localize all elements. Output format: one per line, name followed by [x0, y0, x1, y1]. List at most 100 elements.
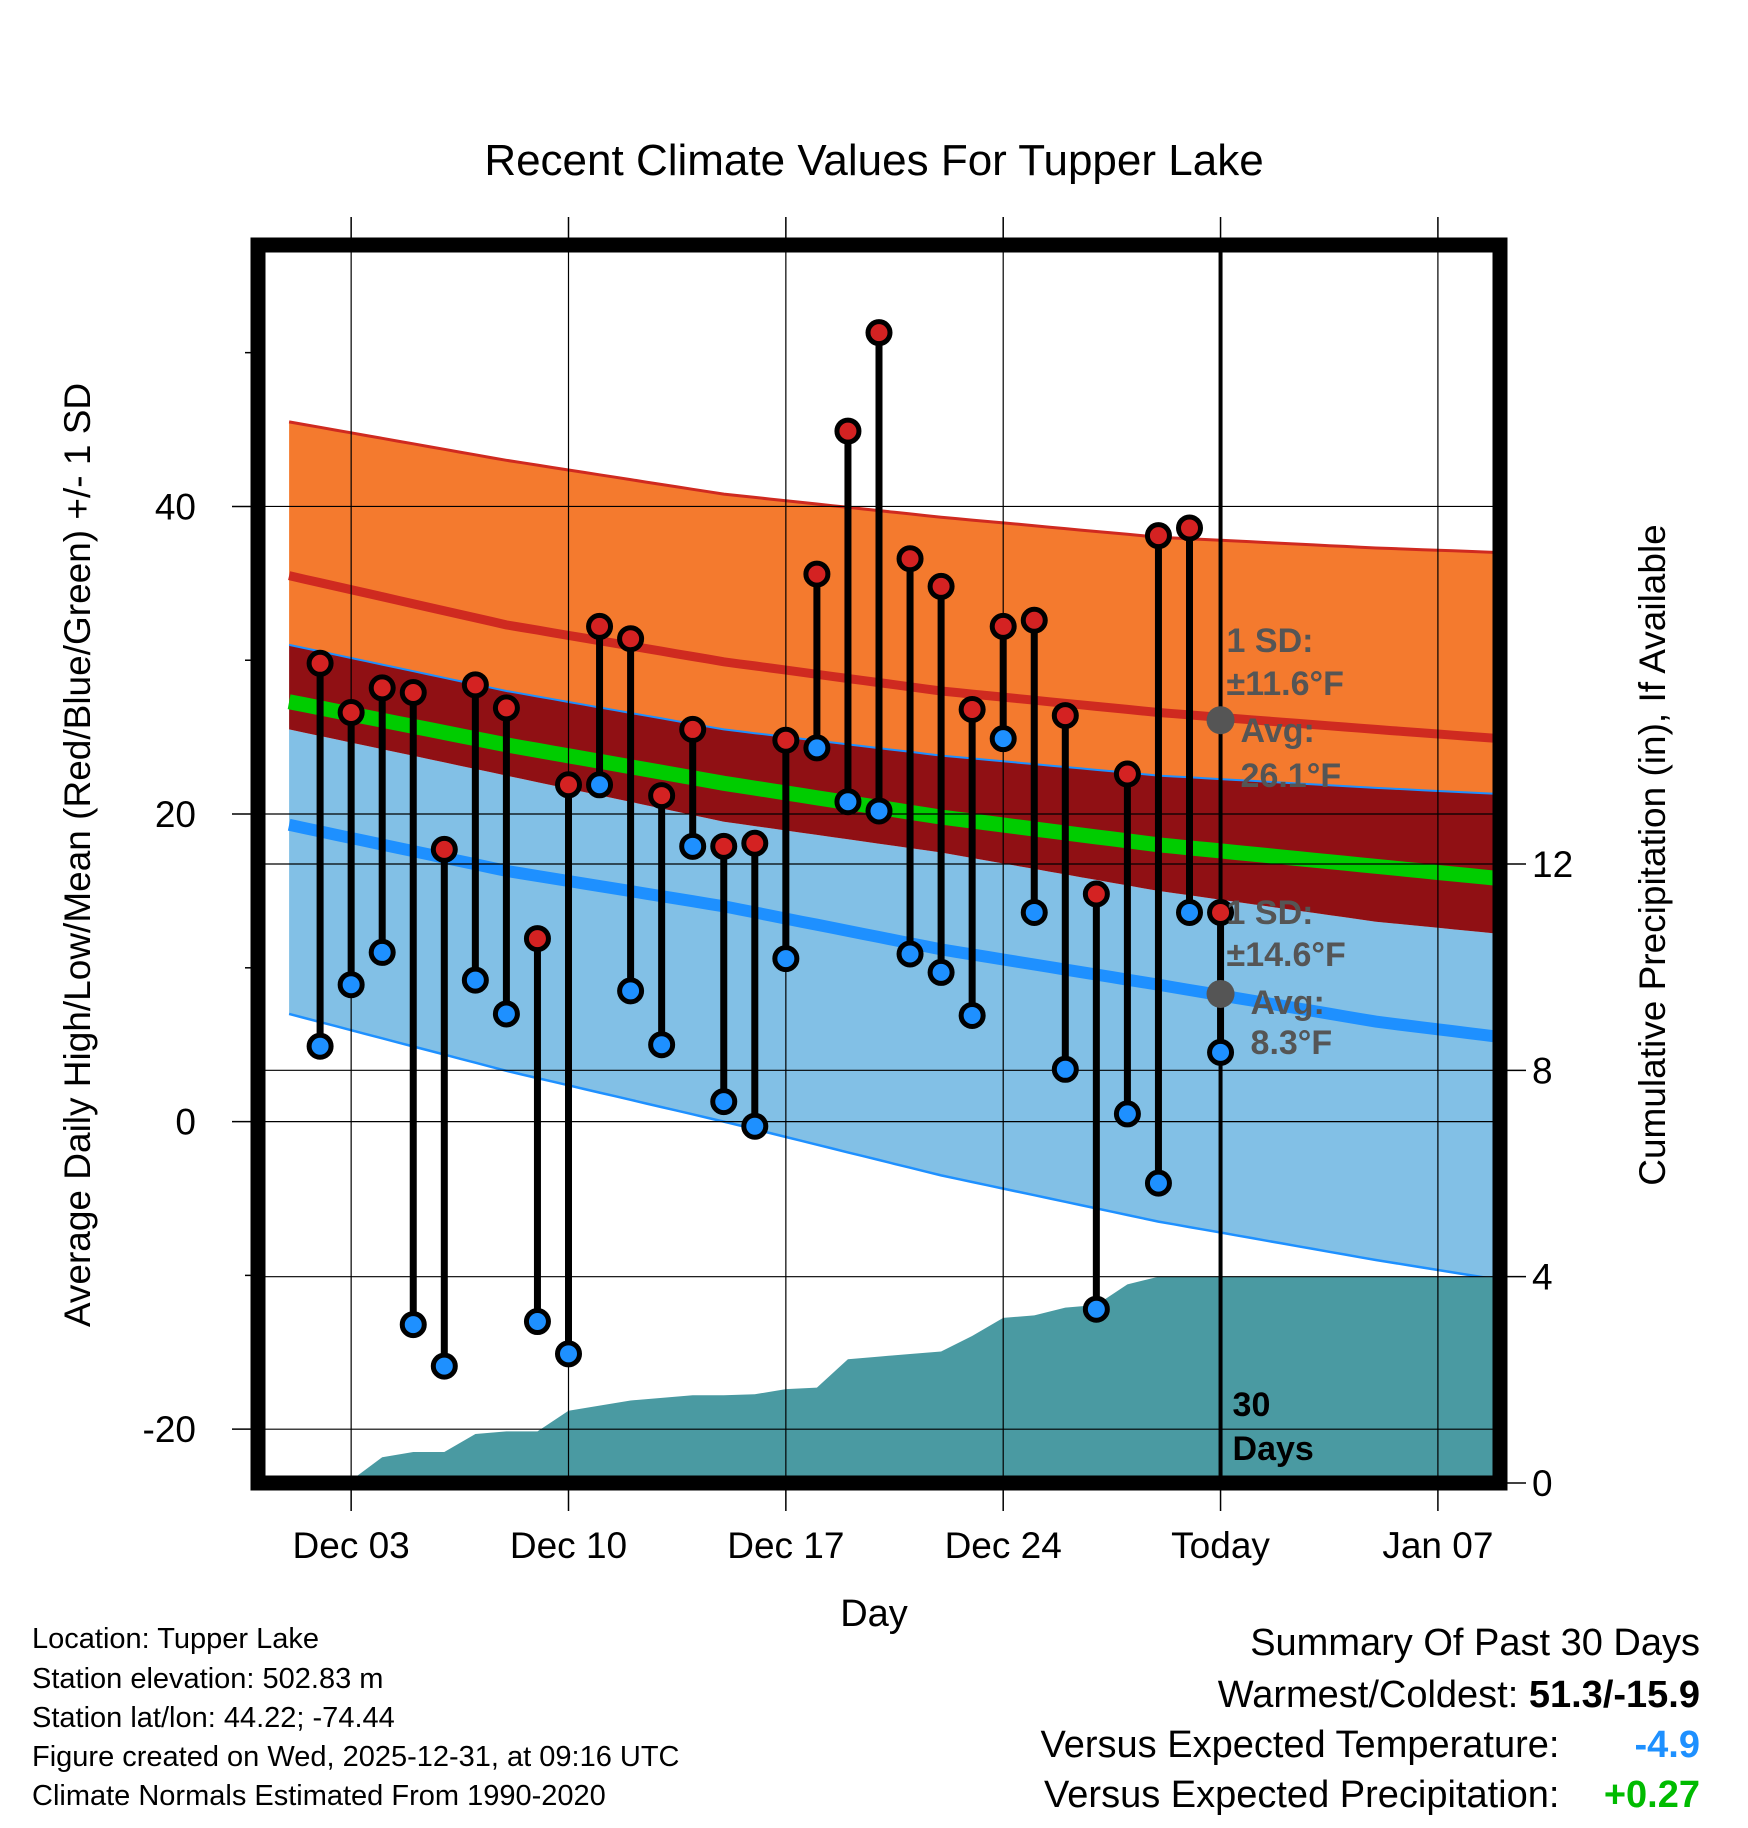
daily-low-point [1020, 898, 1048, 926]
x-tick-label: Jan 07 [1382, 1525, 1493, 1566]
daily-high-point [1082, 880, 1110, 908]
daily-high-point [1207, 898, 1235, 926]
summary-title: Summary Of Past 30 Days [1250, 1622, 1700, 1664]
y-tick-label: 0 [175, 1102, 196, 1143]
daily-high-point [834, 417, 862, 445]
y-tick-label: 40 [155, 486, 196, 527]
daily-low-point [1113, 1100, 1141, 1128]
normal-mean-line [287, 694, 1500, 887]
daily-low-point [958, 1001, 986, 1029]
daily-low-point [1051, 1055, 1079, 1083]
low-avg-value: 8.3°F [1251, 1024, 1333, 1062]
daily-low-point [555, 1340, 582, 1368]
info-elevation: Station elevation: 502.83 m [32, 1663, 384, 1695]
daily-high-point [927, 572, 955, 600]
daily-high-point [648, 782, 676, 810]
days-label-2: Days [1233, 1430, 1314, 1468]
summary-precip-value: +0.27 [1603, 1774, 1700, 1816]
overlap-band [289, 644, 1500, 934]
daily-high-point [306, 649, 334, 677]
y2-axis-label: Cumulative Precipitation (in), If Availa… [1632, 524, 1673, 1186]
daily-low-point [368, 938, 396, 966]
daily-low-point [989, 725, 1017, 753]
daily-low-point [399, 1311, 427, 1339]
high-sd-band [289, 421, 1500, 794]
x-tick-label: Dec 03 [293, 1525, 410, 1566]
high-sd-label: 1 SD: [1227, 622, 1314, 660]
daily-low-point [430, 1352, 458, 1380]
summary-warm-label: Warmest/Coldest: [1217, 1674, 1519, 1716]
daily-high-point [492, 694, 520, 722]
high-sd-value: ±11.6°F [1227, 665, 1344, 703]
low-lower-edge [288, 1012, 1500, 1282]
daily-high-point [1051, 702, 1079, 730]
daily-high-point [368, 674, 396, 702]
y2-tick-label: 4 [1532, 1257, 1553, 1298]
daily-low-point [1144, 1169, 1172, 1197]
summary-temp-label: Versus Expected Temperature: [1040, 1724, 1560, 1766]
today-normal-low-marker [1206, 979, 1235, 1008]
daily-high-point [803, 560, 831, 588]
daily-low-point [803, 734, 831, 762]
daily-high-point [1176, 514, 1203, 542]
today-normal-high-marker [1206, 706, 1235, 735]
high-avg-value: 26.1°F [1241, 757, 1342, 795]
daily-high-point [741, 829, 769, 857]
daily-high-point [989, 612, 1017, 640]
daily-high-point [1113, 760, 1141, 788]
summary-temp-value: -4.9 [1634, 1724, 1700, 1766]
x-tick-label: Dec 24 [945, 1525, 1062, 1566]
daily-low-point [834, 788, 862, 816]
y2-tick-label: 0 [1532, 1463, 1553, 1504]
daily-low-point [1176, 898, 1203, 926]
daily-low-point [1082, 1295, 1110, 1323]
high-upper-edge [288, 420, 1500, 555]
daily-high-point [1020, 606, 1048, 634]
daily-low-point [679, 832, 707, 860]
x-tick-label: Today [1171, 1525, 1270, 1566]
daily-low-point [896, 940, 924, 968]
days-label: 30 [1233, 1386, 1271, 1424]
normal-high-line [288, 571, 1500, 744]
daily-low-point [306, 1032, 334, 1060]
daily-high-point [1144, 522, 1172, 550]
normal-low-line [287, 818, 1500, 1043]
summary-temperature: Versus Expected Temperature: -4.9 [1041, 1724, 1700, 1767]
summary-warmest-coldest: Warmest/Coldest: 51.3/-15.9 [1218, 1674, 1700, 1717]
daily-low-point [461, 966, 489, 994]
daily-low-point [337, 971, 365, 999]
y-tick-label: -20 [143, 1409, 196, 1450]
daily-high-point [772, 726, 800, 754]
daily-high-point [555, 771, 582, 799]
high-lower-edge [288, 643, 1500, 795]
daily-low-point [648, 1031, 676, 1059]
daily-high-point [958, 695, 986, 723]
y2-tick-label: 8 [1532, 1050, 1553, 1091]
info-location: Location: Tupper Lake [32, 1623, 319, 1655]
daily-low-point [586, 771, 614, 799]
daily-high-point [586, 612, 614, 640]
daily-low-point [523, 1308, 551, 1336]
high-avg-label: Avg: [1241, 712, 1315, 750]
summary-precipitation: Versus Expected Precipitation: +0.27 [1044, 1774, 1700, 1817]
daily-low-point [927, 958, 955, 986]
daily-low-point [772, 945, 800, 973]
x-tick-label: Dec 10 [510, 1525, 627, 1566]
daily-low-point [865, 797, 893, 825]
y-tick-label: 20 [155, 794, 196, 835]
x-axis-label: Day [840, 1593, 908, 1635]
info-created: Figure created on Wed, 2025-12-31, at 09… [32, 1741, 680, 1773]
y2-tick-label: 12 [1532, 844, 1573, 885]
daily-low-point [741, 1112, 769, 1140]
daily-high-point [710, 832, 738, 860]
summary-precip-label: Versus Expected Precipitation: [1044, 1774, 1560, 1816]
low-sd-value: ±14.6°F [1227, 936, 1346, 974]
info-latlon: Station lat/lon: 44.22; -74.44 [32, 1702, 395, 1734]
x-tick-label: Dec 17 [727, 1525, 844, 1566]
daily-high-point [337, 699, 365, 727]
y-axis-label: Average Daily High/Low/Mean (Red/Blue/Gr… [57, 383, 98, 1327]
daily-high-point [399, 679, 427, 707]
plot-content [258, 245, 1500, 1483]
